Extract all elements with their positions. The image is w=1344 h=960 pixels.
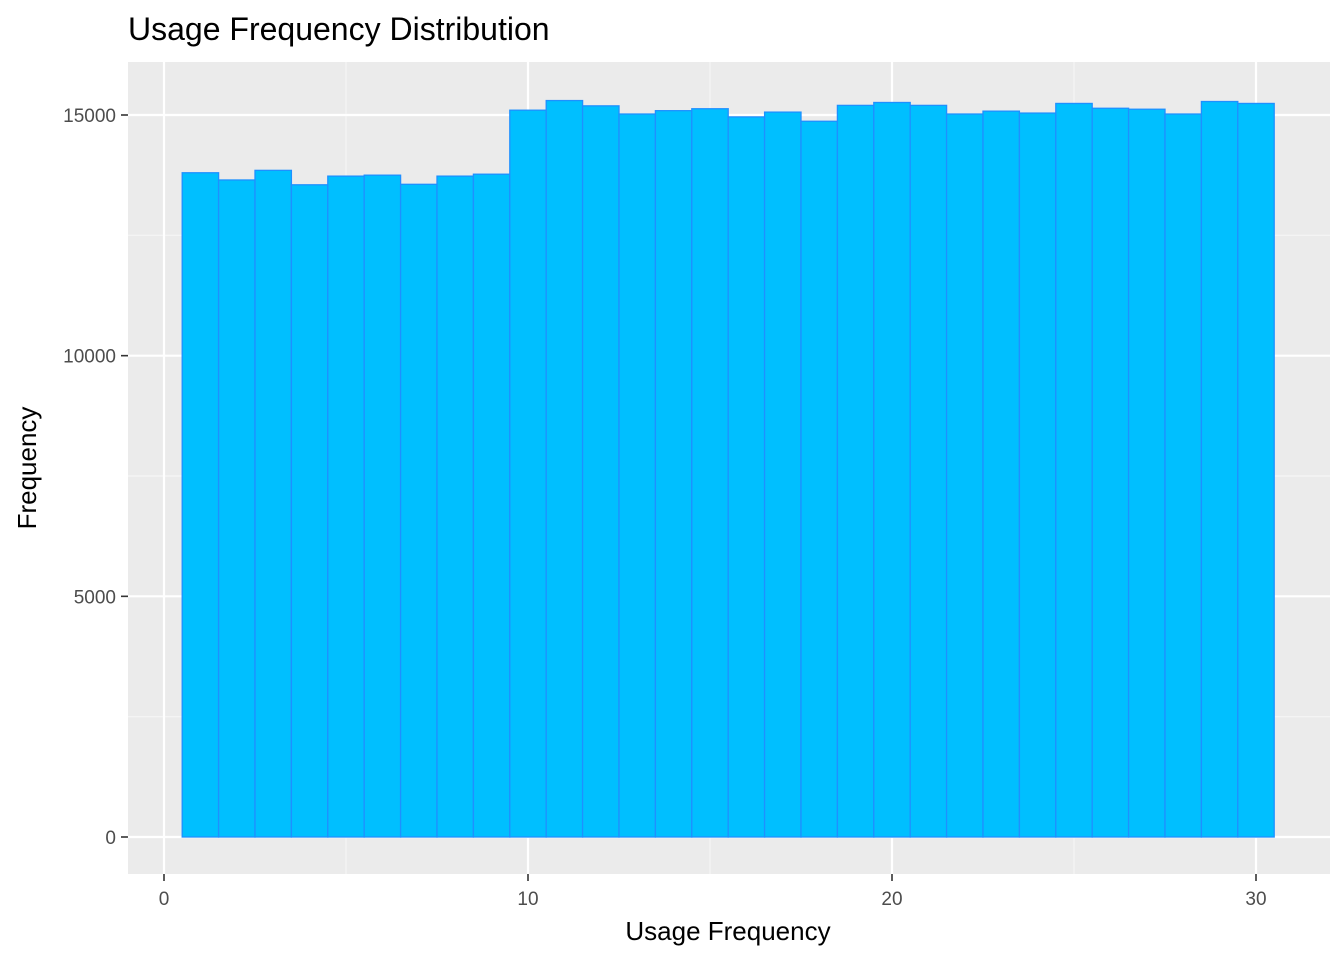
- histogram-bar: [1127, 108, 1166, 838]
- y-axis: 0 5000 10000 15000: [63, 106, 128, 849]
- chart-title: Usage Frequency Distribution: [128, 11, 550, 47]
- y-tick-label: 15000: [63, 106, 116, 127]
- histogram-bar: [1200, 100, 1239, 838]
- bars-layer: [181, 99, 1275, 838]
- histogram-bar: [691, 108, 729, 838]
- histogram-bar: [217, 179, 256, 838]
- histogram-bar: [800, 120, 839, 838]
- histogram-bar: [654, 110, 693, 838]
- histogram-bar: [982, 110, 1021, 838]
- y-axis-title: Frequency: [12, 407, 42, 530]
- x-tick-label: 0: [159, 889, 170, 910]
- histogram-bar: [545, 99, 584, 838]
- y-tick-label: 10000: [63, 347, 116, 368]
- histogram-bar: [1237, 102, 1275, 838]
- histogram-bar: [763, 111, 802, 838]
- histogram-bar: [254, 169, 293, 838]
- histogram-bar: [1055, 102, 1093, 838]
- histogram-bar: [581, 105, 620, 838]
- histogram-bar: [945, 113, 984, 838]
- x-axis: 0 10 20 30: [159, 874, 1267, 910]
- histogram-bar: [472, 173, 511, 838]
- histogram-bar: [1091, 107, 1130, 838]
- histogram-bar: [509, 109, 547, 838]
- histogram-bar: [363, 174, 402, 838]
- histogram-bar: [727, 116, 766, 838]
- x-axis-title: Usage Frequency: [625, 916, 830, 946]
- histogram-bar: [1018, 112, 1057, 838]
- histogram-bar: [290, 184, 329, 838]
- histogram-bar: [436, 175, 475, 838]
- histogram-bar: [1164, 113, 1203, 838]
- histogram-bar: [399, 183, 438, 838]
- histogram-bar: [836, 104, 875, 838]
- x-tick-label: 10: [517, 889, 538, 910]
- x-tick-label: 20: [881, 889, 902, 910]
- histogram-bar: [327, 175, 365, 838]
- histogram-bar: [873, 101, 911, 838]
- x-tick-label: 30: [1245, 889, 1266, 910]
- y-tick-label: 5000: [74, 587, 116, 608]
- histogram-bar: [909, 104, 948, 838]
- histogram-bar: [181, 172, 220, 838]
- histogram-bar: [618, 113, 657, 838]
- y-tick-label: 0: [105, 828, 116, 849]
